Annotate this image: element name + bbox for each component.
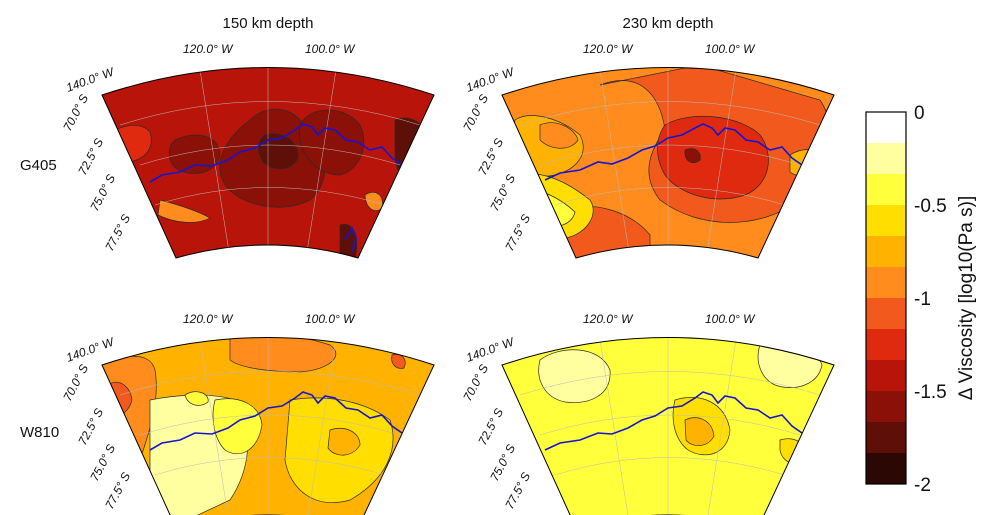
coastline (544, 391, 803, 451)
map-frame (501, 337, 835, 515)
lon-label-140w: 140.0° W (64, 334, 117, 365)
lat-label-72-5s: 72.5° S (475, 406, 506, 447)
lat-label-70s: 70.0° S (460, 362, 491, 403)
lon-label-100w: 100.0° W (305, 312, 356, 326)
colorbar-tick-minus-1: -1 (914, 289, 931, 310)
graticule (519, 337, 821, 515)
coastline (544, 123, 813, 181)
lat-label-72-5s: 72.5° S (75, 406, 106, 447)
colorbar-band (866, 453, 906, 485)
graticule (519, 67, 821, 258)
contour-region (684, 417, 715, 446)
map-frame (101, 67, 435, 259)
lat-label-70s: 70.0° S (460, 92, 491, 133)
lon-label-140w: 140.0° W (464, 64, 517, 95)
contour-region (229, 337, 337, 373)
lon-label-100w: 100.0° W (305, 42, 356, 56)
contour-region (212, 398, 263, 455)
lat-label-72-5s: 72.5° S (475, 136, 506, 177)
coastline (149, 123, 421, 183)
lat-label-75s: 75.0° S (487, 442, 518, 483)
colorbar-frame (865, 111, 907, 485)
lat-label-77-5s: 77.5° S (502, 212, 533, 253)
contour-region (657, 115, 769, 200)
colorbar-band (866, 391, 906, 423)
graticule (119, 337, 421, 515)
colorbar-band (866, 360, 906, 392)
lat-label-75s: 75.0° S (87, 442, 118, 483)
contour-region (157, 199, 211, 223)
colorbar-band (866, 298, 906, 330)
contour-region (789, 149, 831, 177)
lat-label-70s: 70.0° S (60, 92, 91, 133)
lon-label-120w: 120.0° W (583, 42, 634, 56)
contour-region (684, 148, 701, 164)
lon-label-140w: 140.0° W (464, 334, 517, 365)
column-title-230km: 230 km depth (623, 15, 714, 32)
colorbar-band (866, 236, 906, 268)
lat-label-70s: 70.0° S (60, 362, 91, 403)
contour-region (538, 349, 611, 403)
coastline (149, 391, 403, 451)
row-label-g405: G405 (20, 157, 57, 174)
lat-label-77-5s: 77.5° S (102, 470, 133, 511)
lat-label-77-5s: 77.5° S (102, 212, 133, 253)
colorbar: 0 -0.5 -1 -1.5 -2 Δ Viscosity [log10(Pa … (865, 103, 977, 496)
graticule (119, 67, 421, 258)
lon-label-120w: 120.0° W (183, 312, 234, 326)
map-frame (101, 337, 435, 515)
row-label-w810: W810 (20, 424, 59, 441)
lon-label-100w: 100.0° W (705, 312, 756, 326)
colorbar-tick-minus-2: -2 (914, 475, 931, 496)
contour-region (169, 134, 221, 174)
lon-label-120w: 120.0° W (183, 42, 234, 56)
colorbar-band (866, 267, 906, 299)
colorbar-title: Δ Viscosity [log10(Pa s)] (956, 196, 977, 401)
colorbar-band (866, 329, 906, 361)
colorbar-tick-minus-0-5: -0.5 (914, 196, 947, 217)
contour-region (539, 122, 579, 149)
colorbar-band (866, 422, 906, 454)
map-panel-w810-230km (501, 337, 835, 515)
contour-region (394, 117, 434, 186)
colorbar-tick-0: 0 (914, 103, 925, 124)
colorbar-tick-minus-1-5: -1.5 (914, 382, 947, 403)
contour-region (327, 428, 361, 456)
lat-label-75s: 75.0° S (87, 172, 118, 213)
map-panel-g405-150km (101, 67, 435, 259)
lat-label-72-5s: 72.5° S (75, 136, 106, 177)
contour-region (184, 391, 209, 406)
map-panel-g405-230km (501, 67, 835, 259)
colorbar-band (866, 112, 906, 144)
colorbar-band (866, 174, 906, 206)
map-frame (501, 67, 835, 259)
colorbar-band (866, 205, 906, 237)
lat-label-77-5s: 77.5° S (502, 470, 533, 511)
contour-region (298, 109, 365, 176)
lat-label-75s: 75.0° S (487, 172, 518, 213)
lon-label-120w: 120.0° W (583, 312, 634, 326)
column-title-150km: 150 km depth (223, 15, 314, 32)
map-panel-w810-150km (101, 337, 435, 515)
lon-label-100w: 100.0° W (705, 42, 756, 56)
colorbar-band (866, 143, 906, 175)
viscosity-field (502, 337, 834, 515)
coastline (344, 226, 357, 253)
colorbar-bands (866, 112, 906, 485)
lon-label-140w: 140.0° W (64, 64, 117, 95)
